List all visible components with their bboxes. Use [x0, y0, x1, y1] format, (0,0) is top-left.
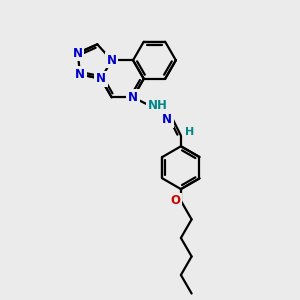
- Text: O: O: [171, 194, 181, 207]
- Text: N: N: [128, 91, 138, 104]
- Text: N: N: [75, 68, 85, 81]
- Text: NH: NH: [148, 99, 167, 112]
- Text: N: N: [96, 72, 106, 85]
- Text: N: N: [162, 113, 172, 126]
- Text: H: H: [184, 127, 194, 137]
- Text: N: N: [107, 54, 117, 67]
- Text: N: N: [73, 46, 83, 59]
